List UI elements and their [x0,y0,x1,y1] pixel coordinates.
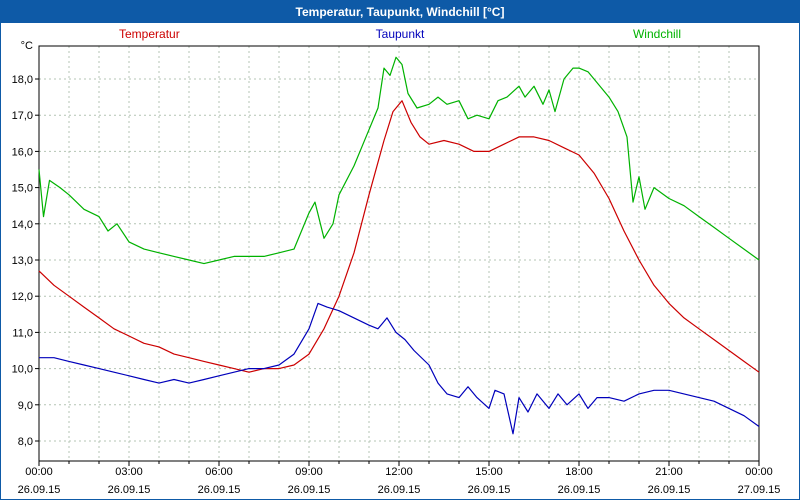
y-axis-unit-label: °C [21,40,33,52]
x-tick-date-label: 27.09.15 [738,484,781,496]
x-tick-date-label: 26.09.15 [288,484,331,496]
y-tick-label: 14,0 [12,219,33,231]
y-tick-label: 11,0 [12,327,33,339]
x-tick-time-label: 09:00 [295,466,323,478]
x-tick-date-label: 26.09.15 [648,484,691,496]
x-tick-time-label: 15:00 [475,466,503,478]
x-tick-date-label: 26.09.15 [378,484,421,496]
y-tick-label: 12,0 [12,291,33,303]
legend-item-windchill: Windchill [632,27,681,41]
y-tick-label: 9,0 [18,400,33,412]
y-tick-label: 13,0 [12,255,33,267]
y-tick-label: 10,0 [12,364,33,376]
series-temperatur-line [38,100,760,373]
x-tick-time-label: 18:00 [565,466,593,478]
y-tick-label: 18,0 [12,74,33,86]
y-tick-label: 15,0 [12,183,33,195]
series-windchill-line [38,56,760,265]
window-titlebar: Temperatur, Taupunkt, Windchill [°C] [1,1,799,23]
legend-item-temperatur: Temperatur [119,27,180,41]
x-tick-time-label: 00:00 [745,466,773,478]
x-tick-time-label: 06:00 [205,466,233,478]
x-tick-time-label: 03:00 [115,466,143,478]
series-taupunkt-line [39,302,760,435]
x-tick-time-label: 00:00 [25,466,53,478]
plot-border [38,45,760,462]
window-title: Temperatur, Taupunkt, Windchill [°C] [295,5,505,19]
x-tick-date-label: 26.09.15 [18,484,61,496]
x-tick-date-label: 26.09.15 [198,484,241,496]
x-tick-date-label: 26.09.15 [558,484,601,496]
y-tick-label: 8,0 [18,436,33,448]
y-tick-label: 16,0 [12,146,33,158]
x-tick-time-label: 12:00 [385,466,413,478]
x-tick-time-label: 21:00 [655,466,683,478]
y-tick-label: 17,0 [12,110,33,122]
legend-item-taupunkt: Taupunkt [375,27,425,41]
x-tick-date-label: 26.09.15 [108,484,151,496]
x-tick-date-label: 26.09.15 [468,484,511,496]
